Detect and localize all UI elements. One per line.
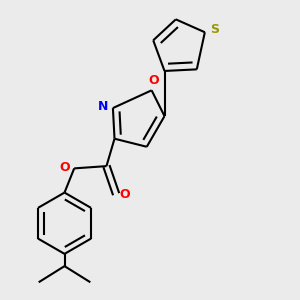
Text: N: N	[98, 100, 108, 113]
Text: O: O	[148, 74, 158, 87]
Text: O: O	[59, 161, 70, 174]
Text: S: S	[210, 22, 219, 35]
Text: O: O	[120, 188, 130, 201]
